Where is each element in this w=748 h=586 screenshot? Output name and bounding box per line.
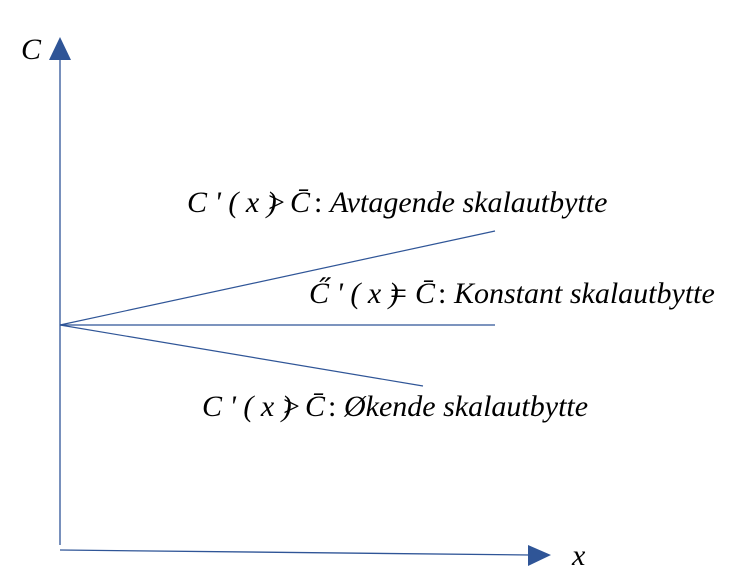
okende-rhs: C̄: [305, 390, 326, 423]
avtagende-op: >: [268, 186, 285, 219]
y-axis-arrowhead: [49, 37, 71, 60]
okende-text: Økende skalautbytte: [343, 390, 588, 423]
x-axis: [59, 549, 531, 556]
avtagende-sep: :: [314, 186, 322, 219]
avtagende-rhs: C̄: [290, 186, 311, 219]
konstant-lhs: C̋ ' ( x ): [309, 277, 399, 310]
avtagende-lhs: C ' ( x ): [187, 186, 277, 219]
annotation-okende: C ' ( x ) > C̄ : Økende skalautbytte: [202, 390, 588, 423]
konstant-sep: :: [438, 277, 446, 310]
konstant-text: Konstant skalautbytte: [453, 277, 715, 310]
x-axis-arrowhead: [528, 545, 551, 566]
avtagende-text: Avtagende skalautbytte: [328, 186, 607, 219]
annotation-konstant: C̋ ' ( x ) = C̄ : Konstant skalautbytte: [309, 277, 715, 310]
konstant-op: =: [390, 277, 407, 310]
okende-lhs: C ' ( x ): [202, 390, 292, 423]
x-axis-label: x: [571, 539, 586, 572]
ray-avtagende: [59, 230, 496, 326]
okende-sep: :: [328, 390, 336, 423]
annotation-avtagende: C ' ( x ) > C̄ : Avtagende skalautbytte: [187, 186, 607, 219]
ray-okende: [59, 324, 424, 387]
okende-op: >: [283, 390, 300, 423]
y-axis-label: C: [21, 33, 42, 66]
konstant-rhs: C̄: [415, 277, 436, 310]
